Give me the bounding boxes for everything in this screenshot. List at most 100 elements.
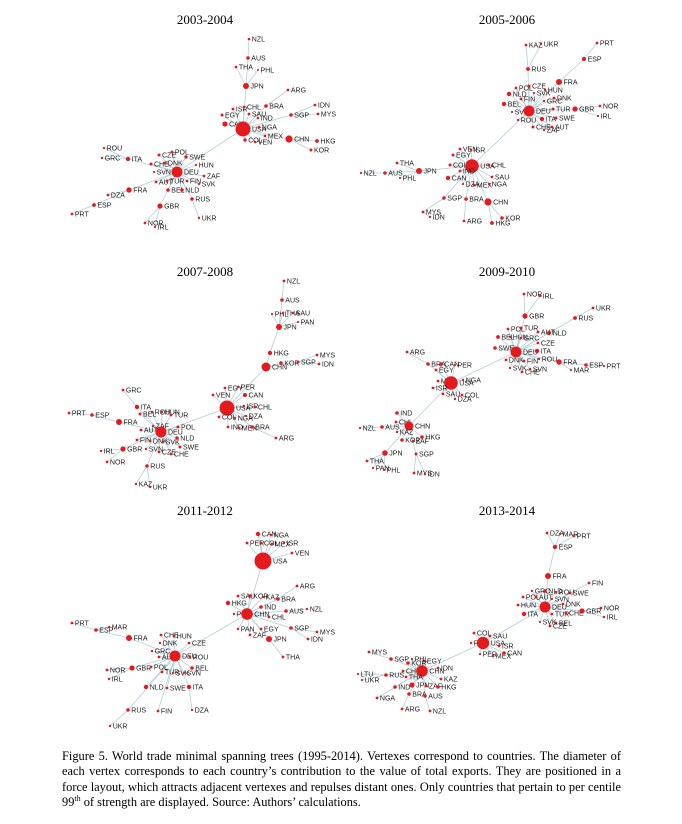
vertex-USA <box>219 400 235 416</box>
vertex-label-SVN: SVN <box>515 109 529 116</box>
vertex-label-ESP: ESP <box>99 627 113 634</box>
vertex-label-CZE: CZE <box>162 449 176 456</box>
vertex-label-IND: IND <box>398 684 410 691</box>
vertex-VEN <box>458 147 462 151</box>
vertex-label-SWE: SWE <box>573 590 589 597</box>
vertex-label-USA: USA <box>459 380 474 387</box>
vertex-KAZ <box>134 482 138 486</box>
vertex-GBR <box>157 203 163 209</box>
vertex-label-ARG: ARG <box>405 706 420 713</box>
vertex-label-GBR: GBR <box>579 106 594 113</box>
vertex-ESP <box>92 203 96 207</box>
figure-caption: Figure 5. World trade minimal spanning t… <box>62 749 621 810</box>
vertex-label-POL: POL <box>181 424 195 431</box>
vertex-DZA <box>545 531 549 535</box>
vertex-label-ZAF: ZAF <box>416 438 429 445</box>
vertex-label-SWE: SWE <box>559 115 575 122</box>
edge-AUS-JPN <box>278 299 283 328</box>
edge-DZA-ESP <box>546 532 556 548</box>
vertex-PAN <box>236 627 240 631</box>
vertex-PAN <box>469 641 473 645</box>
vertex-SVK <box>197 182 201 186</box>
vertex-PHL <box>232 612 236 616</box>
vertex-FRA <box>545 573 551 579</box>
panel-title: 2011-2012 <box>177 503 233 518</box>
vertex-label-SVN: SVN <box>533 366 547 373</box>
vertex-label-SVK: SVK <box>543 619 557 626</box>
vertex-label-RUS: RUS <box>131 707 146 714</box>
vertex-POL <box>521 595 525 599</box>
vertex-ISR <box>497 644 501 648</box>
edge-DEU-USA <box>482 606 546 644</box>
vertex-DNK <box>163 161 167 165</box>
vertex-label-FRA: FRA <box>133 187 147 194</box>
vertex-label-SVN: SVN <box>555 596 569 603</box>
vertex-GRC <box>150 649 154 653</box>
vertex-CAN <box>445 175 451 181</box>
edge-PRT-ESP <box>68 412 93 416</box>
vertex-label-PAN: PAN <box>376 465 390 472</box>
vertex-AUT <box>154 180 158 184</box>
vertex-PER <box>453 363 457 367</box>
vertex-AUS <box>246 56 250 60</box>
edge-DZA-ITA <box>188 686 193 711</box>
vertex-label-SVN: SVN <box>157 169 171 176</box>
vertex-label-NOR: NOR <box>148 220 164 227</box>
vertex-COL <box>243 138 247 142</box>
vertex-label-DNK: DNK <box>557 95 572 102</box>
edge-PRT-ESP <box>71 622 97 631</box>
vertex-SWE <box>568 591 572 595</box>
edge-PRT-ESP <box>71 204 95 215</box>
edge-USA-CHN <box>421 642 484 672</box>
vertex-EGY <box>223 386 227 390</box>
vertex-label-SWE: SWE <box>498 345 514 352</box>
vertex-label-NZL: NZL <box>287 278 300 285</box>
vertex-label-MYS: MYS <box>320 352 336 359</box>
vertex-label-GBR: GBR <box>586 608 601 615</box>
vertex-label-USA: USA <box>491 640 506 647</box>
vertex-EGY <box>259 627 263 631</box>
vertex-DZA <box>244 414 248 418</box>
edge-RUS-DEU <box>127 655 176 711</box>
vertex-ARG <box>400 707 404 711</box>
edge-ARG-BRA <box>265 89 289 107</box>
vertex-label-HKG: HKG <box>232 600 247 607</box>
edge-RUS-CHN <box>385 670 423 676</box>
vertex-GBR <box>129 665 135 671</box>
edge-ESP-FRA <box>93 189 130 206</box>
vertex-label-NLD: NLD <box>150 684 164 691</box>
vertex-PRT <box>70 212 74 216</box>
vertex-ITA <box>534 348 540 354</box>
vertex-CHE <box>169 452 173 456</box>
edge-NZL-AUS <box>359 426 383 429</box>
vertex-UKR <box>197 216 201 220</box>
vertex-THA <box>395 161 399 165</box>
vertex-NGA <box>375 696 379 700</box>
edge-NOR-GBR <box>574 105 601 110</box>
vertex-label-ISR: ISR <box>502 643 514 650</box>
edge-LTU-RUS <box>357 673 387 676</box>
vertex-label-VEN: VEN <box>216 392 230 399</box>
vertex-CZE <box>187 641 191 645</box>
vertex-label-NOR: NOR <box>603 103 619 110</box>
vertex-label-USA: USA <box>236 405 251 412</box>
vertex-label-NOR: NOR <box>527 291 543 298</box>
vertex-FIN <box>519 97 523 101</box>
vertex-label-SWE: SWE <box>183 444 199 451</box>
vertex-label-CZE: CZE <box>541 340 555 347</box>
vertex-ARG <box>462 219 466 223</box>
vertex-POL <box>170 150 174 154</box>
vertex-label-UKR: UKR <box>596 305 611 312</box>
vertex-label-ZAF: ZAF <box>253 632 266 639</box>
vertex-label-AUS: AUS <box>388 170 403 177</box>
vertex-label-DZA: DZA <box>111 192 125 199</box>
vertex-label-MAR: MAR <box>112 624 128 631</box>
vertex-PRT <box>572 534 576 538</box>
edge-NZL-AUS <box>281 280 285 301</box>
vertex-ITA <box>186 684 192 690</box>
edge-IDN-MYS <box>422 211 431 218</box>
vertex-label-UKR: UKR <box>113 723 128 730</box>
vertex-label-VEN: VEN <box>295 550 309 557</box>
vertex-label-DNK: DNK <box>168 160 183 167</box>
vertex-label-ARG: ARG <box>291 87 306 94</box>
